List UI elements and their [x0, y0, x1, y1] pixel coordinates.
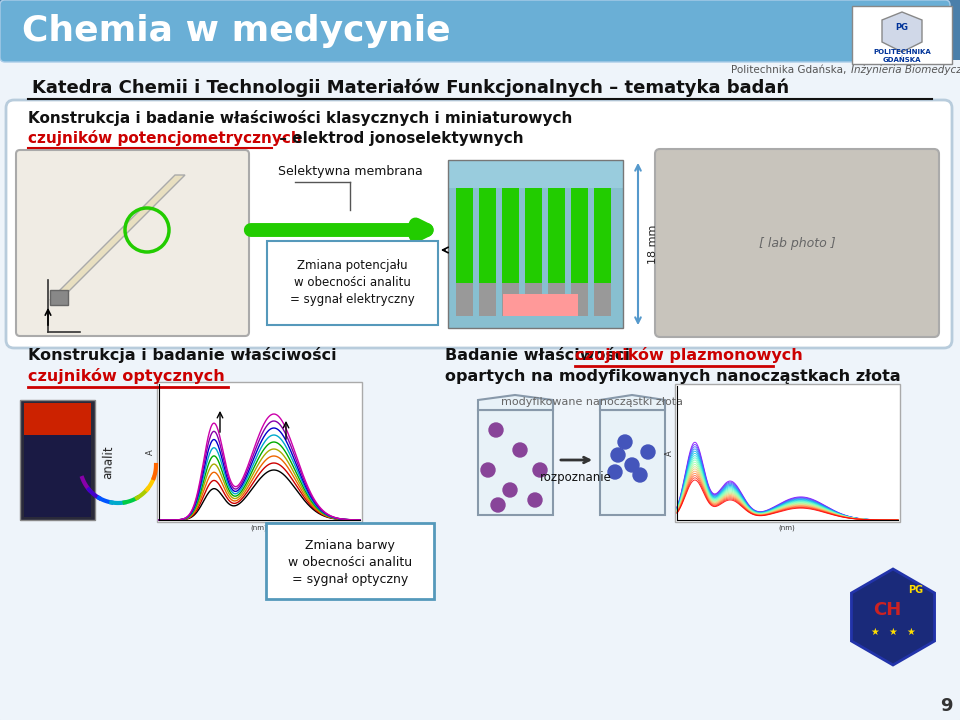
FancyBboxPatch shape [600, 410, 665, 515]
FancyBboxPatch shape [655, 149, 939, 337]
Text: (nm): (nm) [251, 525, 268, 531]
Text: ★: ★ [889, 627, 898, 637]
Text: modyfikowane nanocząstki złota: modyfikowane nanocząstki złota [501, 397, 683, 407]
FancyBboxPatch shape [456, 188, 473, 283]
Circle shape [481, 463, 495, 477]
Circle shape [625, 458, 639, 472]
Text: Selektywna membrana: Selektywna membrana [277, 166, 422, 179]
Polygon shape [600, 395, 665, 410]
Text: opartych na modyfikowanych nanocząstkach złota: opartych na modyfikowanych nanocząstkach… [445, 369, 900, 384]
FancyBboxPatch shape [852, 6, 952, 64]
Circle shape [618, 435, 632, 449]
FancyBboxPatch shape [456, 283, 473, 316]
Text: Zmiana barwy: Zmiana barwy [305, 539, 395, 552]
Circle shape [489, 423, 503, 437]
FancyBboxPatch shape [448, 160, 623, 188]
FancyBboxPatch shape [24, 403, 91, 435]
Circle shape [608, 465, 622, 479]
FancyBboxPatch shape [571, 188, 588, 283]
FancyBboxPatch shape [594, 188, 611, 283]
FancyBboxPatch shape [478, 410, 553, 515]
FancyBboxPatch shape [448, 188, 623, 328]
Text: Politechnika Gdańska,: Politechnika Gdańska, [732, 65, 850, 75]
Polygon shape [882, 12, 922, 52]
FancyBboxPatch shape [525, 283, 542, 316]
Text: 9: 9 [940, 697, 952, 715]
FancyBboxPatch shape [16, 150, 249, 336]
FancyBboxPatch shape [548, 283, 565, 316]
Text: CH: CH [873, 601, 901, 619]
FancyBboxPatch shape [571, 283, 588, 316]
FancyBboxPatch shape [525, 188, 542, 283]
Circle shape [503, 483, 517, 497]
Text: Konstrukcja i badanie właściwości: Konstrukcja i badanie właściwości [28, 347, 337, 363]
Text: rozpoznanie: rozpoznanie [540, 470, 612, 484]
Circle shape [611, 448, 625, 462]
Text: POLITECHNIKA
GDAŃSKA: POLITECHNIKA GDAŃSKA [874, 49, 931, 63]
Text: = sygnał elektryczny: = sygnał elektryczny [290, 294, 415, 307]
Text: Badanie właściwości: Badanie właściwości [445, 348, 636, 362]
Text: [ lab photo ]: [ lab photo ] [758, 236, 835, 250]
Text: PG: PG [908, 585, 924, 595]
Text: w obecności analitu: w obecności analitu [288, 557, 412, 570]
FancyBboxPatch shape [548, 188, 565, 283]
Text: – elektrod jonoselektywnych: – elektrod jonoselektywnych [274, 130, 523, 145]
FancyBboxPatch shape [675, 384, 900, 522]
Circle shape [528, 493, 542, 507]
Text: czujników plazmonowych: czujników plazmonowych [575, 347, 803, 363]
Polygon shape [50, 290, 68, 305]
Polygon shape [852, 569, 935, 665]
Text: = sygnał optyczny: = sygnał optyczny [292, 574, 408, 587]
FancyBboxPatch shape [502, 188, 519, 283]
Text: analit: analit [101, 445, 115, 479]
Text: 18 mm: 18 mm [648, 225, 658, 264]
Text: (nm): (nm) [779, 525, 796, 531]
Text: ★: ★ [906, 627, 916, 637]
Text: czujników optycznych: czujników optycznych [28, 368, 225, 384]
FancyBboxPatch shape [267, 241, 438, 325]
FancyBboxPatch shape [479, 283, 496, 316]
Circle shape [533, 463, 547, 477]
Text: A: A [665, 450, 674, 456]
Circle shape [633, 468, 647, 482]
Circle shape [641, 445, 655, 459]
Polygon shape [478, 395, 553, 410]
FancyBboxPatch shape [502, 283, 519, 316]
Text: Chemia w medycynie: Chemia w medycynie [22, 14, 450, 48]
Text: ★: ★ [871, 627, 879, 637]
Text: Zmiana potencjału: Zmiana potencjału [297, 258, 407, 271]
FancyBboxPatch shape [24, 435, 91, 517]
FancyBboxPatch shape [6, 100, 952, 348]
Polygon shape [50, 175, 185, 300]
Text: czujników potencjometrycznych: czujników potencjometrycznych [28, 130, 301, 146]
FancyBboxPatch shape [479, 188, 496, 283]
FancyBboxPatch shape [0, 0, 960, 60]
FancyBboxPatch shape [157, 382, 362, 522]
Text: Katedra Chemii i Technologii Materiałów Funkcjonalnych – tematyka badań: Katedra Chemii i Technologii Materiałów … [32, 78, 789, 97]
FancyBboxPatch shape [20, 400, 95, 520]
Circle shape [491, 498, 505, 512]
FancyBboxPatch shape [503, 294, 578, 316]
Text: w obecności analitu: w obecności analitu [294, 276, 411, 289]
Circle shape [513, 443, 527, 457]
FancyBboxPatch shape [266, 523, 434, 599]
Text: Konstrukcja i badanie właściwości klasycznych i miniaturowych: Konstrukcja i badanie właściwości klasyc… [28, 110, 572, 126]
Text: PG: PG [896, 24, 908, 32]
Text: Inżynieria Biomedyczna: Inżynieria Biomedyczna [851, 65, 960, 75]
FancyBboxPatch shape [0, 0, 950, 62]
Text: A: A [146, 449, 155, 455]
FancyBboxPatch shape [594, 283, 611, 316]
